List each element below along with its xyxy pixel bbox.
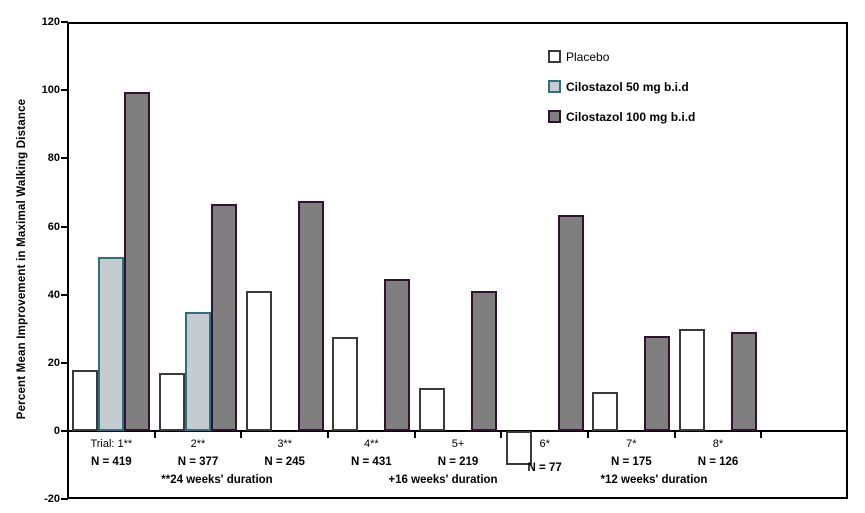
x-tick-mark	[153, 431, 156, 438]
trial-label: 3**	[277, 438, 292, 450]
bar-cilostazol-100	[384, 279, 411, 431]
bar-placebo	[245, 291, 272, 431]
bar-cilostazol-50	[185, 311, 211, 431]
bar-cilostazol-100	[124, 91, 151, 431]
legend: Placebo Cilostazol 50 mg b.i.d Cilostazol …	[548, 50, 695, 140]
legend-label: Cilostazol 100 mg b.i.d	[566, 109, 696, 124]
y-axis-title: Percent Mean Improvement in Maximal Walk…	[16, 98, 28, 420]
y-tick-mark	[61, 430, 68, 432]
y-tick-mark	[61, 361, 68, 364]
trial-label: 4**	[363, 438, 379, 450]
bar-placebo	[592, 391, 619, 431]
y-tick-label: 80	[47, 152, 60, 165]
x-tick-mark	[327, 431, 329, 438]
x-tick-mark	[587, 431, 589, 438]
y-axis-line	[67, 22, 69, 499]
x-tick-mark	[500, 431, 503, 438]
y-tick-mark	[61, 21, 68, 23]
n-label: N = 77	[527, 462, 562, 474]
legend-label: Cilostazol 50 mg b.i.d	[566, 79, 689, 94]
n-label: N = 175	[611, 456, 652, 468]
trial-label: 2**	[190, 438, 206, 450]
x-tick-mark	[413, 431, 416, 438]
y-tick-label: -20	[44, 493, 60, 506]
x-tick-mark	[240, 431, 243, 438]
y-tick-mark	[61, 157, 68, 160]
bar-placebo	[332, 337, 359, 431]
zero-line	[67, 430, 848, 432]
plot-bottom-border	[67, 497, 848, 499]
n-label: N = 219	[437, 456, 479, 468]
n-label: N = 419	[91, 456, 132, 468]
n-label: N = 126	[697, 456, 739, 468]
y-tick-label: 60	[47, 220, 60, 233]
trial-label: 6*	[539, 438, 550, 450]
legend-swatch	[548, 110, 561, 123]
y-tick-mark	[61, 89, 68, 92]
bar-placebo	[505, 431, 532, 466]
trial-label: 7*	[626, 438, 637, 450]
y-tick-label: 120	[41, 16, 60, 28]
bar-cilostazol-100	[644, 335, 671, 431]
bar-placebo	[72, 369, 99, 431]
bar-cilostazol-100	[211, 204, 237, 431]
trial-label: 8*	[712, 438, 724, 450]
legend-item: Placebo	[548, 49, 695, 64]
y-tick-label: 20	[47, 356, 60, 369]
n-label: N = 431	[351, 456, 392, 468]
trial-label: Trial: 1**	[90, 438, 133, 450]
y-tick-mark	[61, 498, 68, 501]
n-label: N = 245	[264, 456, 305, 468]
x-tick-mark	[760, 431, 763, 438]
bar-cilostazol-100	[731, 332, 757, 431]
legend-item: Cilostazol 100 mg b.i.d	[548, 109, 696, 124]
y-tick-label: 100	[41, 84, 60, 97]
duration-footnote: +16 weeks' duration	[388, 474, 498, 486]
n-label: N = 377	[177, 456, 219, 468]
plot-top-border	[67, 22, 848, 24]
x-tick-mark	[673, 431, 676, 438]
legend-swatch	[548, 80, 561, 93]
bar-placebo	[679, 328, 705, 431]
bar-cilostazol-100	[557, 214, 584, 431]
legend-label: Placebo	[566, 49, 610, 64]
legend-item: Cilostazol 50 mg b.i.d	[548, 79, 695, 94]
bar-cilostazol-100	[471, 291, 497, 431]
y-tick-mark	[61, 293, 68, 296]
duration-footnote: **24 weeks' duration	[161, 474, 273, 486]
trial-label: 5+	[451, 438, 465, 450]
bar-cilostazol-100	[297, 200, 324, 431]
plot-right-border	[846, 22, 848, 499]
y-tick-mark	[61, 225, 68, 228]
legend-swatch	[548, 50, 561, 63]
duration-footnote: *12 weeks' duration	[600, 474, 708, 486]
y-tick-label: 0	[53, 425, 60, 437]
bar-placebo	[419, 388, 445, 431]
bar-placebo	[159, 373, 185, 431]
y-tick-label: 40	[47, 288, 60, 301]
bar-cilostazol-50	[98, 257, 125, 431]
